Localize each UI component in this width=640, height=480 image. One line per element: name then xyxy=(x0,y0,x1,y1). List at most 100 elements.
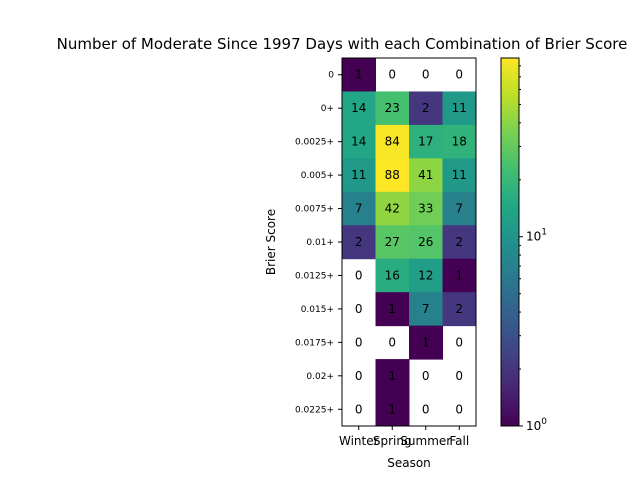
cell-value-label: 11 xyxy=(452,101,467,115)
cell-value-label: 1 xyxy=(455,268,463,282)
y-tick-label: 0.0225+ xyxy=(295,405,334,415)
heatmap-cell xyxy=(342,124,376,159)
cell-value-label: 1 xyxy=(388,302,396,316)
cell-value-label: 18 xyxy=(452,135,467,149)
cell-value-label: 0 xyxy=(422,369,430,383)
heatmap-cell xyxy=(409,158,443,193)
heatmap-cell xyxy=(375,124,410,159)
cell-value-label: 0 xyxy=(455,402,463,416)
colorbar-tick-label: 100 xyxy=(526,417,547,433)
heatmap-cell xyxy=(342,225,376,260)
cell-value-label: 0 xyxy=(355,335,363,349)
heatmap-cell xyxy=(442,158,477,193)
heatmap-cell xyxy=(342,191,376,226)
cell-value-label: 1 xyxy=(422,335,430,349)
cell-value-label: 0 xyxy=(355,302,363,316)
y-tick-label: 0 xyxy=(328,71,334,81)
heatmap-cell xyxy=(442,258,477,293)
cell-value-label: 27 xyxy=(385,235,400,249)
cell-value-label: 14 xyxy=(351,101,366,115)
cell-value-label: 0 xyxy=(355,369,363,383)
heatmap-cell xyxy=(409,325,443,360)
y-tick-label: 0.0125+ xyxy=(295,271,334,281)
cell-value-label: 2 xyxy=(455,235,463,249)
heatmap-cell xyxy=(375,91,410,126)
x-tick-label: Spring xyxy=(373,434,412,448)
cell-value-label: 0 xyxy=(388,68,396,82)
heatmap-cell xyxy=(342,58,376,92)
heatmap-cell xyxy=(375,225,410,260)
heatmap-cell xyxy=(375,392,410,427)
cell-value-label: 2 xyxy=(355,235,363,249)
heatmap-cell xyxy=(342,158,376,193)
cell-value-label: 42 xyxy=(385,202,400,216)
cell-value-label: 2 xyxy=(422,101,430,115)
cell-value-label: 0 xyxy=(455,68,463,82)
colorbar xyxy=(500,57,520,427)
heatmap-cell xyxy=(442,191,477,226)
y-tick-label: 0+ xyxy=(321,104,334,114)
heatmap-cell xyxy=(442,292,477,327)
heatmap-cell xyxy=(342,91,376,126)
heatmap-cell xyxy=(375,158,410,193)
y-tick-label: 0.01+ xyxy=(306,238,334,248)
cell-value-label: 23 xyxy=(385,101,400,115)
heatmap-cell xyxy=(442,91,477,126)
y-axis-label: Brier Score xyxy=(264,209,278,275)
y-axis-ticks: 0 0+ 0.0025+ 0.005+ 0.0075+ 0.01+ 0.0125+ 0.015… xyxy=(295,71,342,415)
cell-value-label: 1 xyxy=(388,402,396,416)
heatmap-cell xyxy=(442,225,477,260)
cell-value-label: 11 xyxy=(351,168,366,182)
cell-value-label: 33 xyxy=(418,202,433,216)
cell-value-label: 0 xyxy=(388,335,396,349)
cell-value-label: 26 xyxy=(418,235,433,249)
colorbar-ticks: 100 101 xyxy=(519,65,547,433)
cell-value-label: 0 xyxy=(355,268,363,282)
heatmap-cell xyxy=(409,91,443,126)
heatmap-cell xyxy=(409,292,443,327)
y-tick-label: 0.015+ xyxy=(301,305,334,315)
heatmap-cell xyxy=(375,359,410,394)
y-tick-label: 0.0025+ xyxy=(295,138,334,148)
cell-value-label: 0 xyxy=(355,402,363,416)
heatmap-cell xyxy=(409,191,443,226)
cell-value-label: 2 xyxy=(455,302,463,316)
x-tick-label: Summer xyxy=(400,434,451,448)
cell-value-label: 11 xyxy=(452,168,467,182)
cell-value-label: 17 xyxy=(418,135,433,149)
x-axis-label: Season xyxy=(387,456,431,470)
cell-value-label: 0 xyxy=(455,335,463,349)
cell-value-label: 7 xyxy=(355,202,363,216)
cell-value-label: 1 xyxy=(388,369,396,383)
cell-value-label: 0 xyxy=(422,68,430,82)
heatmap-cell xyxy=(375,292,410,327)
heatmap-cell xyxy=(409,258,443,293)
x-tick-label: Fall xyxy=(449,434,469,448)
cell-value-label: 1 xyxy=(355,68,363,82)
y-tick-label: 0.0175+ xyxy=(295,338,334,348)
y-tick-label: 0.02+ xyxy=(306,372,334,382)
cell-value-label: 12 xyxy=(418,268,433,282)
colorbar-tick-label: 101 xyxy=(526,228,547,244)
cell-value-label: 41 xyxy=(418,168,433,182)
heatmap-cell xyxy=(375,258,410,293)
heatmap-cell xyxy=(409,225,443,260)
cell-value-label: 0 xyxy=(422,402,430,416)
cell-value-label: 7 xyxy=(422,302,430,316)
x-tick-label: Winter xyxy=(339,434,379,448)
heatmap-cell xyxy=(375,191,410,226)
cell-value-label: 88 xyxy=(385,168,400,182)
cell-value-label: 0 xyxy=(455,369,463,383)
heatmap-cell xyxy=(442,124,477,159)
y-tick-label: 0.005+ xyxy=(301,171,334,181)
cell-value-label: 84 xyxy=(385,135,400,149)
cell-value-label: 14 xyxy=(351,135,366,149)
cell-value-label: 7 xyxy=(455,202,463,216)
y-tick-label: 0.0075+ xyxy=(295,205,334,215)
cell-value-label: 16 xyxy=(385,268,400,282)
heatmap-cell xyxy=(409,124,443,159)
chart-title: Number of Moderate Since 1997 Days with … xyxy=(57,35,628,53)
